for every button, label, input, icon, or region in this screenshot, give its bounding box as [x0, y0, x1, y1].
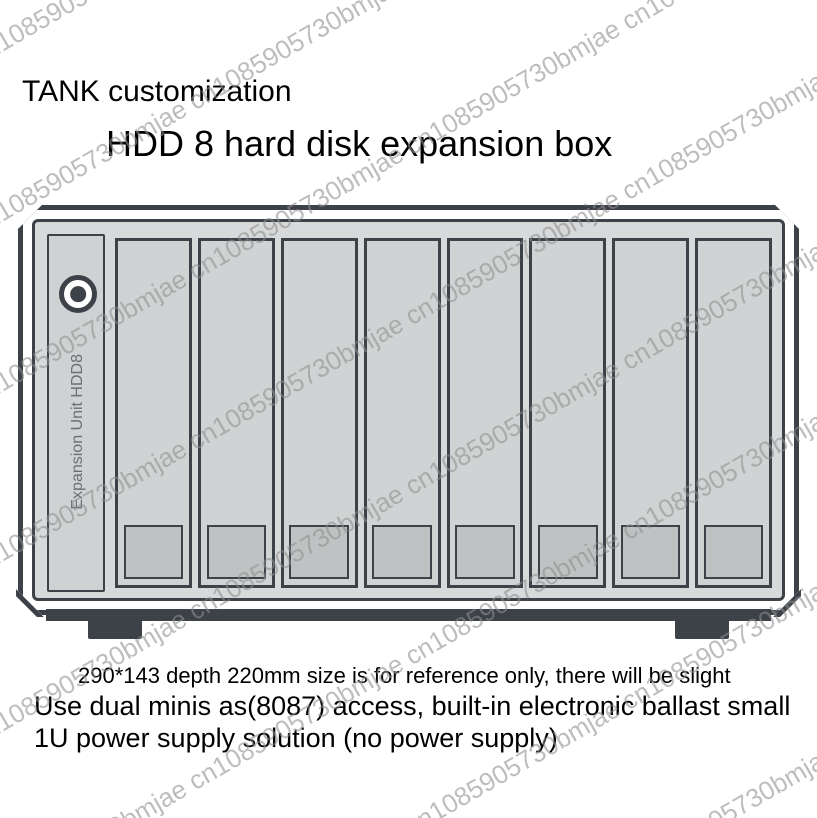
drive-bay — [198, 238, 275, 588]
drive-bay — [115, 238, 192, 588]
bay-latch — [207, 525, 267, 579]
face-plate: Expansion Unit HDD8 — [32, 219, 785, 601]
bay-latch — [704, 525, 764, 579]
bay-latch — [455, 525, 515, 579]
hdd-enclosure-diagram: Expansion Unit HDD8 — [18, 205, 799, 615]
drive-bay — [529, 238, 606, 588]
bay-latch — [372, 525, 432, 579]
bay-latch — [124, 525, 184, 579]
drive-bay-area — [115, 238, 772, 588]
chassis-foot — [88, 617, 142, 639]
drive-bay — [695, 238, 772, 588]
dimensions-note: 290*143 depth 220mm size is for referenc… — [78, 663, 731, 689]
drive-bay — [612, 238, 689, 588]
watermark-text: cn1085905730bmjae cn1085905730bmjae cn10… — [0, 0, 817, 27]
brand-label: TANK customization — [22, 75, 292, 109]
chassis-foot — [675, 617, 729, 639]
drive-bay — [447, 238, 524, 588]
left-rail: Expansion Unit HDD8 — [47, 234, 105, 592]
drive-bay — [281, 238, 358, 588]
product-title: HDD 8 hard disk expansion box — [106, 123, 706, 165]
bay-latch — [289, 525, 349, 579]
rail-label: Expansion Unit HDD8 — [69, 354, 87, 510]
bay-latch — [621, 525, 681, 579]
product-description: Use dual minis as(8087) access, built-in… — [34, 690, 794, 754]
chassis-bottom-lip — [46, 609, 771, 621]
power-button-icon — [59, 275, 97, 313]
drive-bay — [364, 238, 441, 588]
bay-latch — [538, 525, 598, 579]
figure-canvas: TANK customization HDD 8 hard disk expan… — [0, 0, 817, 818]
